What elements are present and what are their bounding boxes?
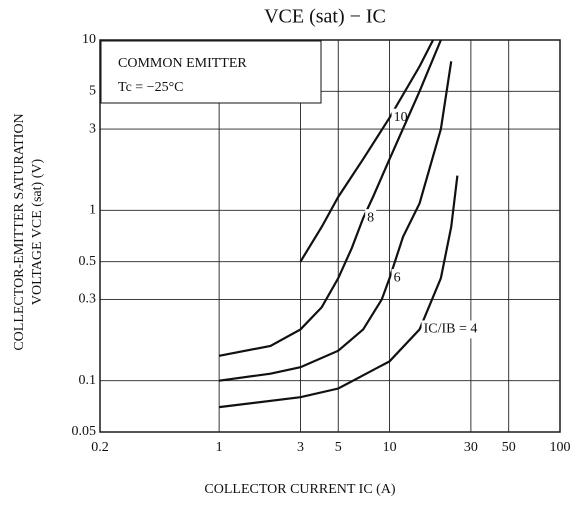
x-tick-label: 3 xyxy=(297,440,304,455)
annotation: COMMON EMITTER xyxy=(118,56,247,71)
x-tick-label: 50 xyxy=(502,440,516,455)
x-tick-label: 100 xyxy=(550,440,571,455)
curve xyxy=(218,175,459,409)
y-tick-label: 0.5 xyxy=(79,254,97,269)
x-tick-label: 1 xyxy=(216,440,223,455)
x-tick-label: 10 xyxy=(383,440,397,455)
curve xyxy=(299,39,435,263)
label-bg xyxy=(421,320,480,339)
annotation: Tc = −25°C xyxy=(118,80,184,95)
chart-title: VCE (sat) − IC xyxy=(264,6,386,28)
y-tick-label: 0.1 xyxy=(79,373,97,388)
x-tick-label: 5 xyxy=(335,440,342,455)
y-axis-label: VOLTAGE VCE (sat) (V) xyxy=(30,159,45,306)
y-tick-label: 1 xyxy=(89,203,96,218)
x-axis-label: COLLECTOR CURRENT IC (A) xyxy=(204,482,396,497)
y-axis-label: COLLECTOR-EMITTER SATURATION xyxy=(12,113,27,350)
y-tick-label: 3 xyxy=(89,121,96,136)
x-tick-label: 0.2 xyxy=(91,440,109,455)
y-tick-label: 0.3 xyxy=(79,292,97,307)
label-bg xyxy=(391,269,403,288)
legend-box xyxy=(100,40,322,104)
y-tick-label: 0.05 xyxy=(72,424,97,439)
curve-label: 10 xyxy=(394,110,408,125)
label-bg xyxy=(365,209,377,228)
curve xyxy=(218,61,453,382)
curve-label: 8 xyxy=(367,210,374,225)
curve-label: 6 xyxy=(394,270,401,285)
curve-label: IC/IB = 4 xyxy=(424,322,478,337)
x-tick-label: 30 xyxy=(464,440,478,455)
curve xyxy=(218,39,442,357)
y-tick-label: 10 xyxy=(82,32,96,47)
y-tick-label: 5 xyxy=(89,84,96,99)
